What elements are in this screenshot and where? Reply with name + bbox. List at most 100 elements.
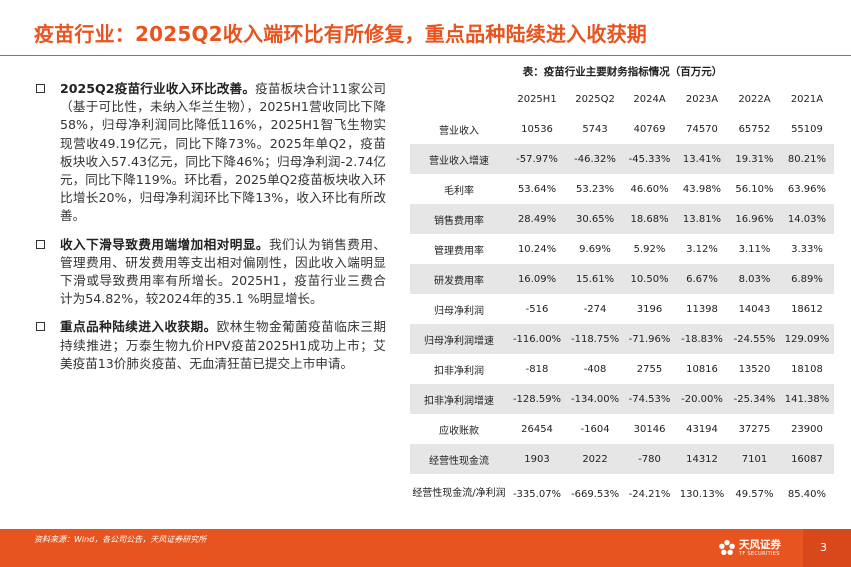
table-cell: 3.33%: [791, 243, 823, 255]
company-logo: 天风证券 TF SECURITIES: [718, 537, 798, 561]
column-header: 2024A: [624, 84, 675, 114]
table-cell: -57.97%: [508, 144, 567, 174]
table-row: 应收账款 26454 -1604 30146 43194 37275 23900: [410, 414, 834, 444]
table-cell: 3.12%: [686, 243, 718, 255]
column-header: 2022A: [729, 84, 780, 114]
table-cell: 30146: [633, 423, 666, 435]
table-cell: 10.50%: [624, 264, 675, 294]
bullet-item: 重点品种陆续进入收获期。欧林生物金葡菌疫苗临床三期持续推进；万泰生物九价HPV疫…: [36, 318, 386, 373]
table-cell: -71.96%: [624, 324, 675, 354]
table-cell: -408: [583, 363, 607, 375]
table-cell: 2022: [566, 444, 625, 474]
table-row: 归母净利润 -516 -274 3196 11398 14043 18612: [410, 294, 834, 324]
bullet-heading: 2025Q2疫苗行业收入环比改善。: [60, 81, 256, 96]
table-cell: 49.57%: [735, 488, 774, 500]
table-cell: 40769: [633, 123, 666, 135]
logo-text: 天风证券: [739, 539, 781, 551]
row-label: 营业收入: [439, 125, 479, 137]
table-cell: 2755: [636, 363, 663, 375]
table-cell: -818: [525, 363, 549, 375]
table-row: 营业收入增速 -57.97% -46.32% -45.33% 13.41% 19.31% 8…: [410, 144, 834, 174]
bullet-item: 2025Q2疫苗行业收入环比改善。疫苗板块合计11家公司（基于可比性，未纳入华兰…: [36, 80, 386, 226]
table-cell: 85.40%: [787, 488, 827, 500]
table-cell: 30.65%: [566, 204, 625, 234]
square-bullet-icon: [36, 322, 45, 332]
table-row: 管理费用率 10.24% 9.69% 5.92% 3.12% 3.11% 3.33%: [410, 234, 834, 264]
row-label: 应收账款: [439, 425, 479, 437]
table-cell: -780: [624, 444, 675, 474]
table-cell: 14312: [675, 444, 729, 474]
table-cell: -24.21%: [628, 488, 671, 500]
row-label: 归母净利润: [434, 305, 484, 317]
table-cell: 56.10%: [735, 183, 774, 195]
table-cell: 7101: [729, 444, 780, 474]
row-label: 管理费用率: [434, 245, 484, 257]
table-title: 表：疫苗行业主要财务指标情况（百万元）: [522, 66, 723, 78]
table-cell: -74.53%: [624, 384, 675, 414]
table-cell: 53.23%: [575, 183, 615, 195]
table-cell: 129.09%: [779, 324, 834, 354]
table-cell: 9.69%: [579, 243, 611, 255]
table-cell: 10536: [521, 123, 553, 135]
table-cell: -25.34%: [729, 384, 780, 414]
table-row: 扣非净利润增速 -128.59% -134.00% -74.53% -20.00% -25…: [410, 384, 834, 414]
bullet-heading: 收入下滑导致费用端增加相对明显。: [60, 236, 269, 252]
table-row: 营业收入 10536 5743 40769 74570 65752 55109: [410, 114, 834, 144]
table-cell: 18108: [791, 363, 823, 375]
table-cell: 80.21%: [779, 144, 834, 174]
page-title: 疫苗行业：2025Q2收入端环比有所修复，重点品种陆续进入收获期: [34, 22, 647, 46]
footer-page-block: [803, 529, 851, 567]
table-cell: 3.11%: [738, 243, 771, 255]
table-cell: 16.96%: [729, 204, 780, 234]
source-note: 资料来源：Wind，各公司公告，天风证券研究所: [34, 535, 207, 544]
page-number: 3: [820, 541, 827, 554]
table-cell: -18.83%: [675, 324, 729, 354]
table-cell: 16.09%: [508, 264, 567, 294]
table-row: 销售费用率 28.49% 30.65% 18.68% 13.81% 16.96% 14.03…: [410, 204, 834, 234]
table-cell: -20.00%: [675, 384, 729, 414]
table-cell: -128.59%: [508, 384, 567, 414]
table-row: 扣非净利润 -818 -408 2755 10816 13520 18108: [410, 354, 834, 384]
table-cell: 1903: [508, 444, 567, 474]
table-cell: 10.24%: [517, 243, 557, 255]
title-divider: [0, 55, 851, 56]
table-cell: 6.89%: [779, 264, 834, 294]
table-cell: 28.49%: [508, 204, 567, 234]
table-cell: 14043: [738, 303, 771, 315]
table-row: 经营性现金流 1903 2022 -780 14312 7101 16087: [410, 444, 834, 474]
column-header: 2021A: [779, 84, 834, 114]
bullet-body: 欧林生物金葡菌疫苗临床三期持续推进；万泰生物九价HPV疫苗2025H1成功上市；…: [60, 319, 386, 371]
column-header: 2025Q2: [566, 84, 625, 114]
table-cell: 141.38%: [779, 384, 834, 414]
table-cell: -118.75%: [566, 324, 625, 354]
table-cell: 23900: [791, 423, 823, 435]
table-row: 研发费用率 16.09% 15.61% 10.50% 6.67% 8.03% 6.89%: [410, 264, 834, 294]
table-cell: -274: [583, 303, 607, 315]
table-cell: 5743: [582, 123, 608, 135]
square-bullet-icon: [36, 239, 45, 249]
table-cell: 14.03%: [779, 204, 834, 234]
table-cell: -134.00%: [566, 384, 625, 414]
table-row: 毛利率 53.64% 53.23% 46.60% 43.98% 56.10% 63.96%: [410, 174, 834, 204]
table-cell: -45.33%: [624, 144, 675, 174]
row-label: 扣非净利润增速: [410, 384, 508, 414]
table-cell: 16087: [779, 444, 834, 474]
table-cell: 65752: [738, 123, 771, 135]
table-cell: -335.07%: [512, 488, 562, 500]
table-cell: -669.53%: [570, 488, 620, 500]
table-cell: 8.03%: [729, 264, 780, 294]
table-row: 经营性现金流/净利润 -335.07% -669.53% -24.21% 130.13%…: [410, 474, 834, 514]
financial-indicators-table: 2025H1 2025Q2 2024A 2023A 2022A 2021A 营业…: [410, 84, 834, 514]
table-cell: 18.68%: [624, 204, 675, 234]
column-header: 2025H1: [508, 84, 567, 114]
table-row: 归母净利润增速 -116.00% -118.75% -71.96% -18.83% -24…: [410, 324, 834, 354]
table-cell: 130.13%: [679, 488, 725, 500]
table-cell: 43194: [686, 423, 718, 435]
table-cell: 43.98%: [682, 183, 722, 195]
table-cell: -116.00%: [508, 324, 567, 354]
table-cell: 13.41%: [675, 144, 729, 174]
table-cell: 37275: [738, 423, 771, 435]
logo-subtext: TF SECURITIES: [739, 551, 780, 557]
table-cell: 19.31%: [729, 144, 780, 174]
flower-logo-icon: [719, 539, 735, 556]
